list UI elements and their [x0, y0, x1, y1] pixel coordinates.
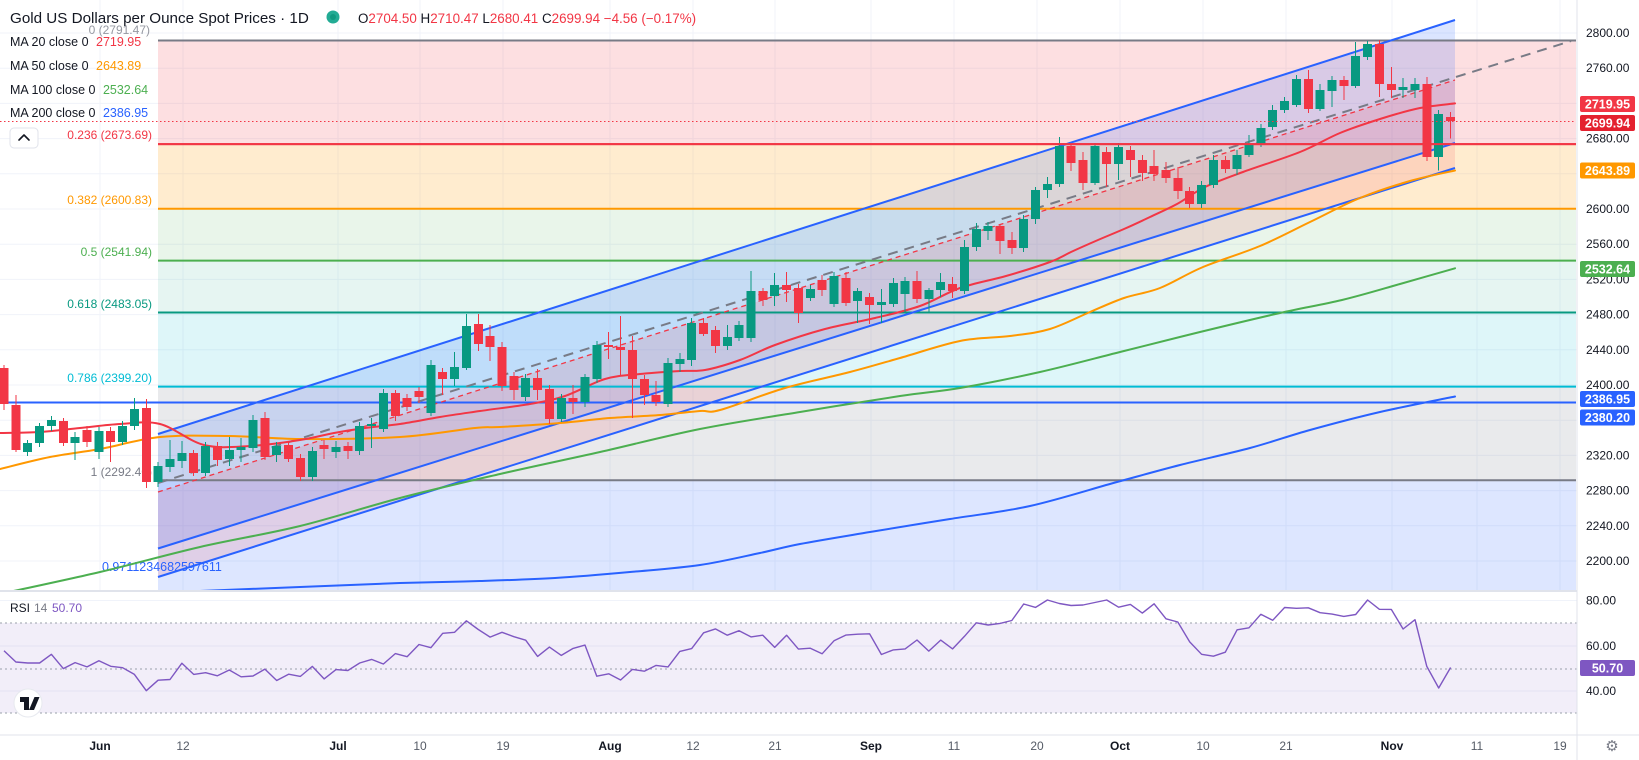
svg-text:2240.00: 2240.00: [1586, 519, 1630, 533]
svg-text:2680.00: 2680.00: [1586, 132, 1630, 146]
svg-text:2440.00: 2440.00: [1586, 343, 1630, 357]
svg-text:19: 19: [1553, 739, 1567, 753]
svg-text:2600.00: 2600.00: [1586, 202, 1630, 216]
svg-text:MA 200 close 0 2386.95: MA 200 close 0 2386.95: [10, 106, 148, 120]
svg-text:RSI: RSI: [10, 601, 30, 615]
svg-text:0.5 (2541.94): 0.5 (2541.94): [81, 245, 152, 259]
svg-text:2760.00: 2760.00: [1586, 61, 1630, 75]
svg-text:0.786 (2399.20): 0.786 (2399.20): [67, 371, 152, 385]
svg-text:2532.64: 2532.64: [1585, 263, 1630, 277]
svg-text:50.70: 50.70: [52, 601, 82, 615]
svg-text:O2704.50 H2710.47 L2680.41 C26: O2704.50 H2710.47 L2680.41 C2699.94 −4.5…: [358, 11, 696, 26]
svg-text:2800.00: 2800.00: [1586, 26, 1630, 40]
svg-text:12: 12: [686, 739, 700, 753]
svg-text:2560.00: 2560.00: [1586, 237, 1630, 251]
svg-text:1 (2292.40): 1 (2292.40): [91, 465, 152, 479]
svg-text:2643.89: 2643.89: [1585, 164, 1630, 178]
svg-text:Jun: Jun: [89, 739, 110, 753]
svg-text:MA 100 close 0 2532.64: MA 100 close 0 2532.64: [10, 83, 148, 97]
svg-text:0.618 (2483.05): 0.618 (2483.05): [67, 297, 152, 311]
svg-text:2480.00: 2480.00: [1586, 308, 1630, 322]
svg-text:80.00: 80.00: [1586, 594, 1616, 608]
svg-text:0.236 (2673.69): 0.236 (2673.69): [67, 128, 152, 142]
svg-text:2320.00: 2320.00: [1586, 448, 1630, 462]
svg-text:2699.94: 2699.94: [1585, 117, 1630, 131]
svg-text:21: 21: [1279, 739, 1293, 753]
svg-text:0 (2791.47): 0 (2791.47): [89, 23, 150, 37]
svg-text:19: 19: [496, 739, 510, 753]
svg-text:11: 11: [948, 739, 961, 753]
svg-text:Gold US Dollars per Ounce Spot: Gold US Dollars per Ounce Spot Prices · …: [10, 10, 309, 27]
svg-text:0.382 (2600.83): 0.382 (2600.83): [67, 193, 152, 207]
svg-text:21: 21: [768, 739, 782, 753]
svg-text:Sep: Sep: [860, 739, 882, 753]
svg-text:10: 10: [1196, 739, 1210, 753]
svg-text:14: 14: [34, 601, 48, 615]
svg-text:2400.00: 2400.00: [1586, 378, 1630, 392]
svg-text:Aug: Aug: [598, 739, 621, 753]
svg-text:MA 50 close 0 2643.89: MA 50 close 0 2643.89: [10, 59, 141, 73]
svg-text:10: 10: [413, 739, 427, 753]
svg-text:⚙: ⚙: [1605, 738, 1618, 755]
svg-text:11: 11: [1471, 739, 1484, 753]
svg-text:2719.95: 2719.95: [1585, 98, 1630, 112]
svg-text:50.70: 50.70: [1592, 662, 1623, 676]
svg-text:40.00: 40.00: [1586, 684, 1616, 698]
svg-text:Oct: Oct: [1110, 739, 1130, 753]
svg-text:2386.95: 2386.95: [1585, 393, 1630, 407]
svg-text:2280.00: 2280.00: [1586, 484, 1630, 498]
svg-text:20: 20: [1030, 739, 1044, 753]
svg-text:2380.20: 2380.20: [1585, 411, 1630, 425]
svg-text:Jul: Jul: [329, 739, 346, 753]
svg-text:60.00: 60.00: [1586, 639, 1616, 653]
svg-text:MA 20 close 0 2719.95: MA 20 close 0 2719.95: [10, 35, 141, 49]
svg-text:12: 12: [176, 739, 190, 753]
svg-text:Nov: Nov: [1381, 739, 1404, 753]
svg-text:2200.00: 2200.00: [1586, 554, 1630, 568]
